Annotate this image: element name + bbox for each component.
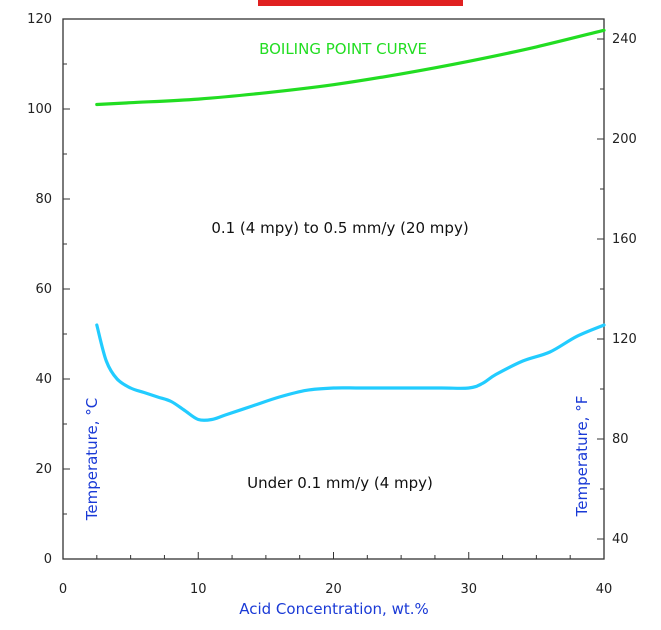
- left-tick-label: 40: [35, 372, 52, 387]
- series-layer: [95, 28, 606, 422]
- mid-zone-annotation: 0.1 (4 mpy) to 0.5 mm/y (20 mpy): [211, 219, 468, 237]
- x-tick-label: 40: [596, 582, 613, 597]
- boiling-curve: [95, 28, 606, 107]
- left-tick-label: 0: [44, 552, 52, 567]
- right-tick-label: 120: [612, 332, 637, 347]
- low-zone-annotation: Under 0.1 mm/y (4 mpy): [247, 474, 433, 492]
- left-axis-title: Temperature, °C: [83, 398, 101, 522]
- right-tick-label: 200: [612, 132, 637, 147]
- cropped-title-fragment: [258, 0, 463, 6]
- boiling-point-annotation: BOILING POINT CURVE: [259, 40, 427, 58]
- x-axis-title: Acid Concentration, wt.%: [239, 600, 429, 618]
- right-tick-label: 40: [612, 532, 629, 547]
- x-tick-label: 0: [59, 582, 67, 597]
- left-tick-label: 120: [27, 12, 52, 27]
- left-tick-label: 80: [35, 192, 52, 207]
- right-tick-label: 240: [612, 32, 637, 47]
- x-tick-label: 20: [325, 582, 342, 597]
- left-tick-label: 60: [35, 282, 52, 297]
- right-axis-ticks: 40 80 120 160 200 240: [597, 32, 637, 547]
- x-axis-ticks: 0 10 20 30 40: [59, 552, 612, 597]
- left-tick-label: 20: [35, 462, 52, 477]
- x-tick-label: 30: [460, 582, 477, 597]
- left-tick-label: 100: [27, 102, 52, 117]
- right-tick-label: 160: [612, 232, 637, 247]
- right-tick-label: 80: [612, 432, 629, 447]
- right-axis-title: Temperature, °F: [573, 396, 591, 518]
- left-axis-ticks: 0 20 40 60 80 100 120: [27, 12, 70, 567]
- x-tick-label: 10: [190, 582, 207, 597]
- iso-curve: [95, 323, 606, 422]
